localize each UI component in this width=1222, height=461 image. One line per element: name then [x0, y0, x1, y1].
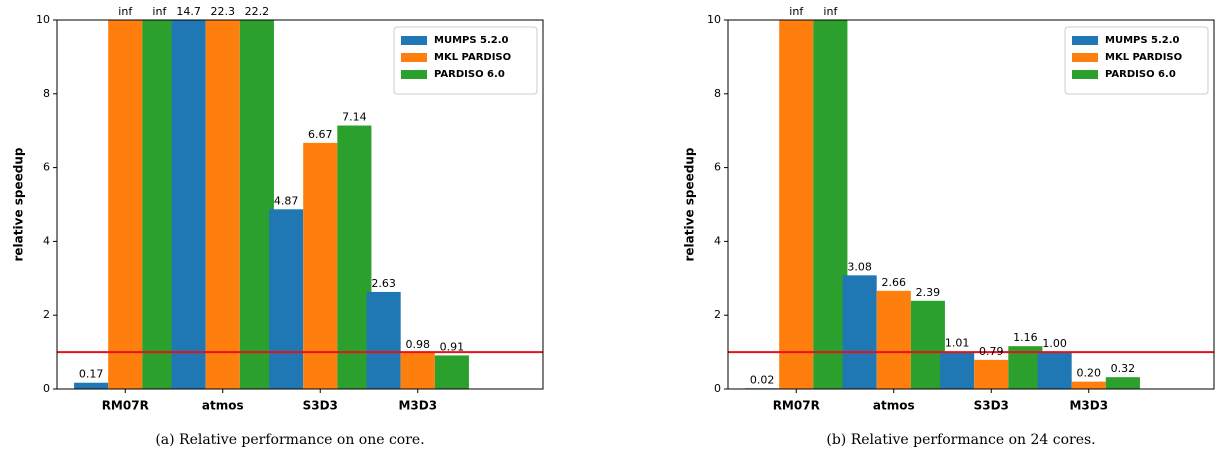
value-label: inf	[789, 5, 804, 18]
legend-label: MKL PARDISO	[434, 52, 511, 63]
legend-label: MUMPS 5.2.0	[1105, 35, 1180, 46]
bar	[171, 20, 206, 389]
bar	[813, 20, 848, 389]
bar	[974, 359, 1009, 389]
chart: RM07R 0.02 inf inf atmos 3.08 2.66 2.39 S3D3 1.01…	[683, 5, 1215, 448]
value-label: 22.2	[245, 5, 270, 18]
x-tick-label: atmos	[873, 399, 915, 413]
bar	[205, 20, 240, 389]
y-tick-label: 0	[43, 382, 50, 395]
y-tick-label: 8	[43, 87, 50, 100]
y-tick-label: 10	[707, 13, 721, 26]
value-label: 0.79	[979, 345, 1004, 358]
legend-label: PARDISO 6.0	[1105, 69, 1176, 80]
y-tick-label: 2	[714, 308, 721, 321]
y-tick-label: 8	[714, 87, 721, 100]
plot-area	[57, 20, 543, 389]
y-tick-label: 10	[36, 13, 50, 26]
bar	[142, 20, 177, 389]
bar	[366, 291, 401, 389]
axes-frame	[56, 19, 544, 390]
legend-swatch	[1072, 36, 1098, 45]
legend-box	[393, 26, 538, 95]
y-tick-label: 4	[714, 234, 721, 247]
value-label: inf	[118, 5, 133, 18]
bar	[1105, 377, 1140, 389]
x-tick-label: RM07R	[773, 399, 820, 413]
legend-box	[1064, 26, 1209, 95]
bar	[269, 209, 304, 389]
bar	[434, 355, 469, 389]
bar	[1037, 352, 1072, 389]
bar	[876, 290, 911, 389]
legend-swatch	[1072, 70, 1098, 79]
chart: RM07R 0.17 inf inf atmos 14.7 22.3 22.2 S3D3 4.87…	[12, 5, 544, 448]
bar	[337, 125, 372, 389]
y-tick-label: 4	[43, 234, 50, 247]
bar	[940, 351, 975, 389]
value-label: 14.7	[176, 5, 201, 18]
x-tick-label: M3D3	[1069, 399, 1108, 413]
value-label: 0.17	[79, 368, 104, 381]
bar	[239, 20, 274, 389]
y-tick-label: 2	[43, 308, 50, 321]
value-label: 1.00	[1042, 337, 1067, 350]
x-tick-label: M3D3	[398, 399, 437, 413]
bar	[1008, 346, 1043, 389]
legend-label: PARDISO 6.0	[434, 69, 505, 80]
y-tick-label: 6	[43, 161, 50, 174]
value-label: 1.16	[1013, 331, 1038, 344]
axes-frame	[727, 19, 1215, 390]
legend-swatch	[401, 70, 427, 79]
legend-swatch	[1072, 53, 1098, 62]
value-label: 6.67	[308, 128, 333, 141]
legend-swatch	[401, 53, 427, 62]
value-label: 2.39	[916, 286, 941, 299]
x-tick-label: S3D3	[974, 399, 1009, 413]
value-label: inf	[823, 5, 838, 18]
x-tick-label: S3D3	[303, 399, 338, 413]
value-label: 4.87	[274, 194, 299, 207]
caption: (a) Relative performance on one core.	[155, 432, 424, 448]
bar	[400, 352, 435, 389]
bar	[842, 275, 877, 389]
bar	[1071, 381, 1106, 389]
x-tick-label: RM07R	[102, 399, 149, 413]
value-label: 0.98	[406, 338, 431, 351]
x-tick-label: atmos	[202, 399, 244, 413]
legend-swatch	[401, 36, 427, 45]
value-label: 1.01	[945, 337, 970, 350]
bar	[74, 382, 109, 389]
legend-label: MKL PARDISO	[1105, 52, 1182, 63]
bar	[910, 300, 945, 389]
y-tick-label: 0	[714, 382, 721, 395]
value-label: 2.63	[371, 277, 396, 290]
value-label: 0.20	[1077, 367, 1102, 380]
value-label: 3.08	[847, 260, 872, 273]
bar	[779, 20, 814, 389]
value-label: 2.66	[882, 276, 907, 289]
bar	[108, 20, 143, 389]
value-label: 7.14	[342, 111, 367, 124]
bar	[303, 142, 338, 389]
value-label: inf	[152, 5, 167, 18]
y-axis-label: relative speedup	[12, 147, 26, 261]
value-label: 22.3	[211, 5, 236, 18]
legend-label: MUMPS 5.2.0	[434, 35, 509, 46]
plot-area	[728, 20, 1214, 389]
value-label: 0.02	[750, 373, 775, 386]
caption: (b) Relative performance on 24 cores.	[826, 432, 1095, 448]
value-label: 0.91	[440, 340, 465, 353]
y-axis-label: relative speedup	[683, 147, 697, 261]
value-label: 0.32	[1111, 362, 1136, 375]
y-tick-label: 6	[714, 161, 721, 174]
